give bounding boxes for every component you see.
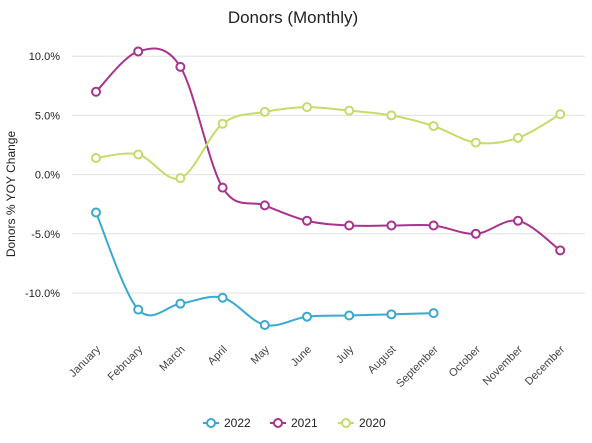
series-line (95, 106, 561, 180)
x-tick-label: January (67, 343, 104, 380)
data-point[interactable] (91, 207, 101, 218)
data-point[interactable] (217, 118, 228, 129)
y-axis-label: Donors % YOY Change (4, 131, 18, 258)
legend[interactable]: 2022 2021 2020 (203, 416, 386, 430)
data-point[interactable] (133, 304, 144, 315)
legend-item-2021[interactable]: 2021 (270, 416, 318, 430)
data-point[interactable] (217, 182, 228, 193)
data-point[interactable] (513, 132, 523, 143)
legend-label: 2022 (224, 416, 251, 430)
y-tick-label: -10.0% (25, 288, 60, 300)
series-lines (91, 46, 566, 330)
legend-label: 2021 (291, 416, 318, 430)
data-point[interactable] (555, 109, 566, 120)
y-tick-label: -5.0% (31, 229, 60, 241)
y-tick-label: 5.0% (35, 110, 60, 122)
data-point[interactable] (470, 137, 481, 148)
series-2020 (91, 102, 566, 184)
data-point[interactable] (91, 153, 101, 164)
data-point[interactable] (344, 310, 355, 321)
x-tick-label: November (481, 343, 526, 388)
data-point[interactable] (386, 309, 397, 320)
data-point[interactable] (217, 292, 228, 303)
legend-marker-icon (273, 418, 283, 428)
legend-item-2020[interactable]: 2020 (338, 416, 386, 430)
data-point[interactable] (133, 149, 144, 160)
x-tick-label: March (157, 344, 187, 374)
data-point[interactable] (259, 319, 270, 330)
y-tick-label: 10.0% (29, 51, 60, 63)
data-point[interactable] (386, 220, 397, 231)
data-point[interactable] (555, 245, 566, 256)
data-point[interactable] (175, 61, 186, 72)
data-point[interactable] (175, 173, 186, 184)
data-point[interactable] (259, 200, 270, 211)
legend-marker-icon (206, 418, 216, 428)
data-point[interactable] (428, 220, 439, 231)
data-point[interactable] (259, 106, 270, 117)
y-axis-ticks: 10.0% 5.0% 0.0% -5.0% -10.0% (25, 51, 60, 300)
series-2022 (91, 207, 439, 330)
data-point[interactable] (513, 215, 523, 226)
data-point[interactable] (428, 121, 439, 132)
data-point[interactable] (344, 105, 355, 116)
series-2021 (91, 46, 566, 256)
data-point[interactable] (302, 102, 312, 113)
data-point[interactable] (91, 86, 101, 97)
data-point[interactable] (302, 215, 312, 226)
data-point[interactable] (428, 308, 439, 319)
data-point[interactable] (470, 228, 481, 239)
x-tick-label: May (249, 343, 273, 367)
x-tick-label: October (447, 343, 483, 379)
x-tick-label: December (523, 343, 568, 388)
series-line (95, 47, 561, 252)
chart-title: Donors (Monthly) (228, 8, 358, 27)
x-tick-label: September (394, 343, 441, 390)
x-tick-label: June (289, 344, 314, 369)
gridlines (72, 55, 585, 294)
x-tick-label: August (366, 344, 399, 377)
legend-marker-icon (341, 418, 351, 428)
data-point[interactable] (133, 46, 144, 57)
x-axis-ticks: January February March April May June July Augu… (67, 343, 568, 390)
legend-item-2022[interactable]: 2022 (203, 416, 251, 430)
x-tick-label: April (206, 344, 230, 368)
x-tick-label: July (334, 343, 357, 366)
data-point[interactable] (344, 220, 355, 231)
y-tick-label: 0.0% (35, 170, 60, 182)
data-point[interactable] (302, 311, 312, 322)
data-point[interactable] (175, 298, 186, 309)
series-line (95, 212, 434, 327)
data-point[interactable] (386, 110, 397, 121)
legend-label: 2020 (359, 416, 386, 430)
x-tick-label: February (106, 343, 146, 383)
